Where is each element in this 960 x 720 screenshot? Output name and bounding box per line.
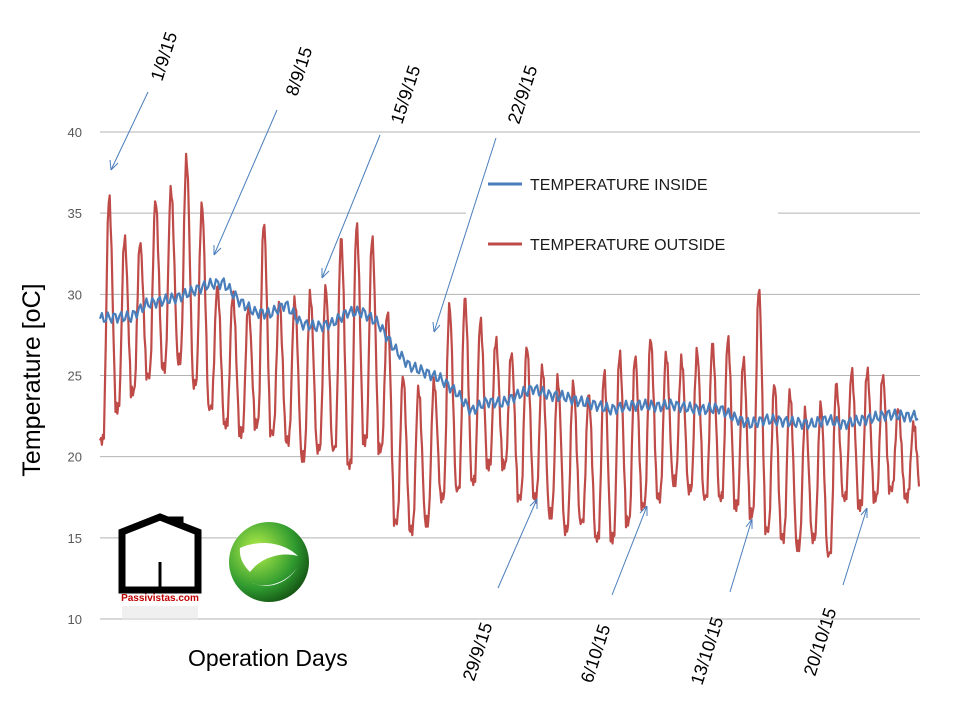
annotation-arrow-line: [497, 498, 538, 589]
annotation-label: 15/9/15: [387, 63, 425, 126]
annotation-13-10-15: 13/10/15: [687, 518, 753, 687]
y-tick-label: 20: [68, 450, 82, 465]
annotation-arrowhead: [109, 159, 119, 171]
y-axis-tick-labels: 10 15 20 25 30 35 40: [68, 125, 82, 627]
date-annotations: 1/9/15 8/9/15 15/9/15 22/9/15 29/9/15 6/…: [109, 29, 868, 687]
legend-background: [466, 158, 778, 274]
passivistas-logo: Passivistas.com: [118, 513, 202, 620]
annotation-arrowhead: [529, 498, 538, 509]
annotation-label: 8/9/15: [282, 44, 316, 98]
annotation-label: 29/9/15: [459, 620, 497, 683]
series-layer: [98, 152, 921, 558]
annotation-label: 22/9/15: [504, 63, 542, 126]
annotation-arrowhead: [321, 268, 330, 279]
annotation-label: 1/9/15: [147, 29, 181, 83]
annotation-arrowhead: [745, 518, 753, 529]
annotation-arrow-line: [110, 91, 149, 171]
annotation-arrowhead: [432, 321, 441, 333]
annotation-label: 20/10/15: [800, 605, 841, 678]
house-icon: [118, 513, 202, 594]
annotation-arrowhead: [213, 245, 222, 256]
annotation-arrow-line: [213, 109, 278, 256]
legend: TEMPERATURE INSIDE TEMPERATURE OUTSIDE: [466, 158, 778, 274]
annotation-arrowhead: [860, 507, 868, 518]
annotation-arrow-line: [611, 505, 648, 596]
y-tick-label: 40: [68, 125, 82, 140]
legend-label-outside: TEMPERATURE OUTSIDE: [530, 237, 725, 254]
annotation-arrow-line: [433, 137, 497, 333]
green-circle-icon: [229, 522, 309, 602]
annotation-arrow-line: [321, 134, 381, 279]
annotation-arrow-line: [842, 507, 868, 586]
y-tick-label: 15: [68, 531, 82, 546]
annotation-1-9-15: 1/9/15: [109, 29, 181, 171]
y-tick-label: 25: [68, 369, 82, 384]
y-tick-label: 10: [68, 612, 82, 627]
legend-label-inside: TEMPERATURE INSIDE: [530, 177, 708, 194]
series-temperature-inside: [98, 277, 919, 431]
annotation-arrowhead: [639, 505, 648, 516]
y-tick-label: 30: [68, 287, 82, 302]
logo-reflection: [122, 606, 198, 620]
house-door-icon: [158, 562, 174, 590]
green-circle-logo: [229, 522, 309, 602]
annotation-29-9-15: 29/9/15: [459, 498, 538, 683]
annotation-20-10-15: 20/10/15: [800, 507, 868, 678]
annotation-label: 6/10/15: [577, 622, 615, 685]
y-tick-label: 35: [68, 206, 82, 221]
annotation-label: 13/10/15: [687, 614, 728, 687]
annotation-8-9-15: 8/9/15: [213, 44, 316, 256]
swirl-icon-upper: [239, 543, 298, 572]
annotation-arrow-line: [729, 518, 753, 593]
passivistas-wordmark: Passivistas.com: [121, 593, 199, 604]
x-axis-title: Operation Days: [188, 645, 348, 671]
y-axis-title: Temperature [oC]: [18, 283, 46, 476]
series-temperature-outside: [98, 152, 921, 558]
